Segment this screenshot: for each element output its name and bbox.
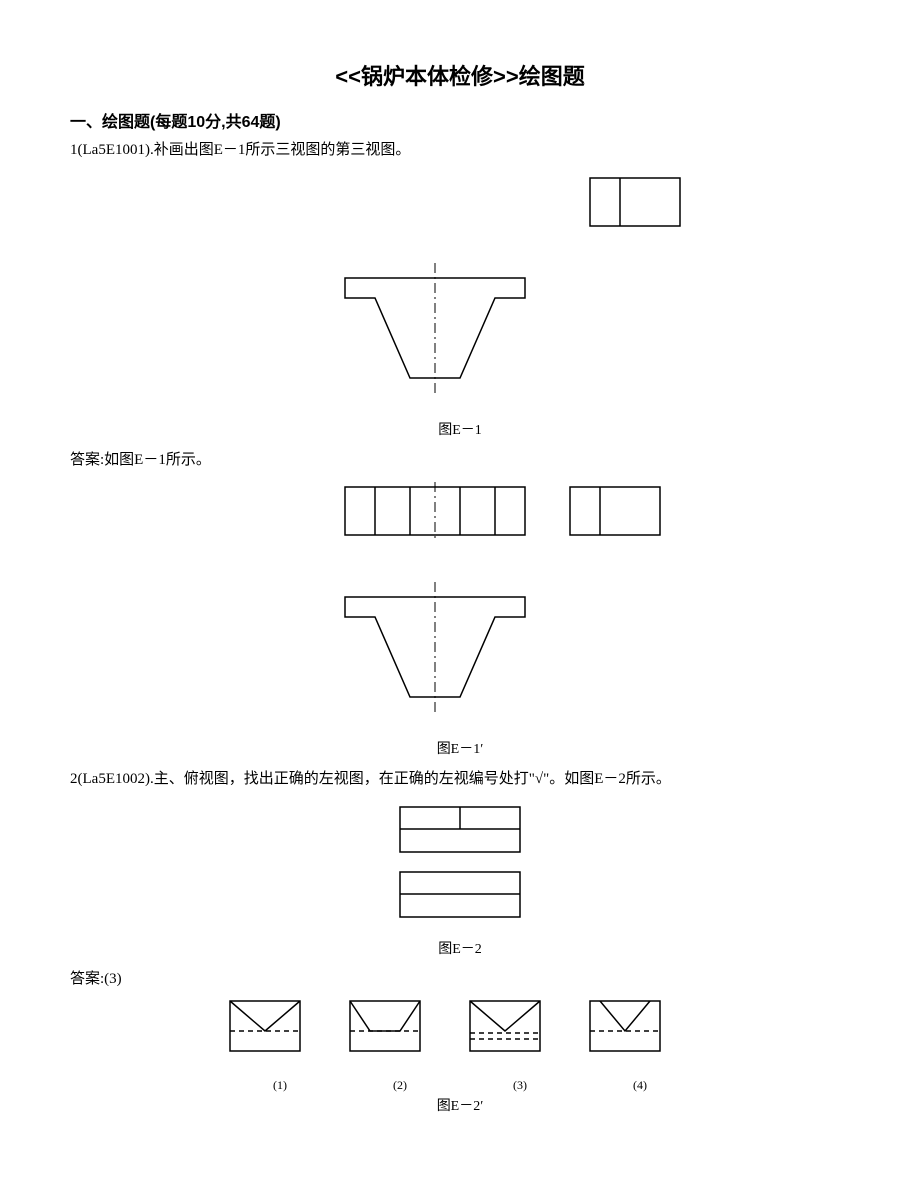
option-3-label: (3)	[460, 1076, 580, 1094]
figure-e2	[70, 797, 850, 937]
option-4-label: (4)	[580, 1076, 700, 1094]
question-1-text: 1(La5E1001).补画出图E－1所示三视图的第三视图。	[70, 139, 850, 162]
option-2-label: (2)	[340, 1076, 460, 1094]
figure-e2-label: 图E－2	[70, 939, 850, 960]
figure-e2-prime-label: 图E－2′	[70, 1096, 850, 1117]
answer-2: 答案:(3)	[70, 968, 850, 991]
figure-e1-label: 图E－1	[70, 420, 850, 441]
figure-e1-prime-label: 图E－1′	[70, 739, 850, 760]
page-title: <<锅炉本体检修>>绘图题	[70, 60, 850, 93]
answer-1: 答案:如图E－1所示。	[70, 449, 850, 472]
question-2-text: 2(La5E1002).主、俯视图，找出正确的左视图，在正确的左视编号处打"√"…	[70, 768, 850, 791]
figure-e1	[70, 168, 850, 418]
figure-e1-prime	[70, 477, 850, 737]
section-heading: 一、绘图题(每题10分,共64题)	[70, 111, 850, 135]
option-1-label: (1)	[220, 1076, 340, 1094]
figure-e2-options: (1) (2) (3) (4)	[70, 996, 850, 1094]
